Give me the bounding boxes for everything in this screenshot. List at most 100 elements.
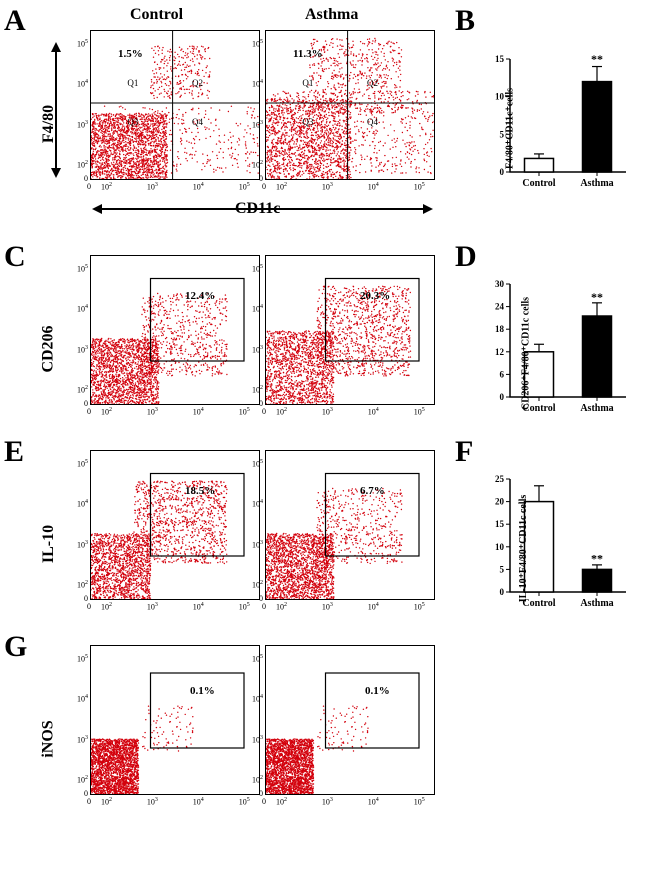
- axis-tick: 105: [245, 39, 263, 49]
- axis-tick: 102: [70, 385, 88, 395]
- axis-tick: 104: [70, 499, 88, 509]
- axis-tick: 102: [101, 182, 112, 192]
- axis-tick: 104: [70, 694, 88, 704]
- panel-label-c: C: [4, 240, 26, 274]
- axis-tick: 104: [70, 79, 88, 89]
- header-asthma: Asthma: [305, 6, 358, 24]
- axis-tick: 0: [87, 182, 91, 191]
- axis-tick: 103: [245, 345, 263, 355]
- bar-ylabel: IL-10⁺F4/80⁺CD11c cells: [518, 494, 529, 602]
- axis-tick: 104: [193, 602, 204, 612]
- axis-tick: 105: [70, 39, 88, 49]
- axis-tick: 105: [239, 797, 250, 807]
- axis-tick: 103: [147, 407, 158, 417]
- scatter-plot: [90, 645, 260, 795]
- axis-tick: 103: [147, 797, 158, 807]
- axis-tick: 103: [322, 797, 333, 807]
- axis-tick: 0: [262, 797, 266, 806]
- gate-percent-label: 0.1%: [190, 685, 215, 697]
- panel-label-b: B: [455, 4, 475, 38]
- gate-percent-label: 11.3%: [293, 48, 323, 60]
- axis-tick: 104: [193, 182, 204, 192]
- scatter-plot: [265, 30, 435, 180]
- quad-label: Q1: [127, 78, 138, 88]
- gate-percent-label: 6.7%: [360, 485, 385, 497]
- axis-tick: 103: [322, 602, 333, 612]
- y-axis-label-inos: iNOS: [40, 720, 58, 757]
- axis-tick: 0: [87, 602, 91, 611]
- axis-tick: 103: [322, 182, 333, 192]
- axis-tick: 0: [255, 174, 263, 183]
- axis-tick: 105: [239, 182, 250, 192]
- axis-tick: 102: [101, 407, 112, 417]
- quad-label: Q1: [302, 78, 313, 88]
- bar-ylabel: CD206⁺F4/80⁺CD11c cells: [521, 296, 532, 409]
- panel-label-e: E: [4, 435, 24, 469]
- axis-tick: 104: [368, 407, 379, 417]
- axis-tick: 105: [414, 797, 425, 807]
- header-control: Control: [130, 6, 183, 24]
- bar-ylabel: F4/80⁺CD11c⁺cells: [505, 87, 516, 168]
- axis-tick: 102: [245, 385, 263, 395]
- axis-tick: 105: [414, 602, 425, 612]
- axis-tick: 0: [87, 407, 91, 416]
- axis-tick: 105: [414, 407, 425, 417]
- scatter-plot: [90, 450, 260, 600]
- axis-tick: 0: [87, 797, 91, 806]
- axis-tick: 105: [239, 407, 250, 417]
- scatter-plot: [265, 255, 435, 405]
- axis-tick: 0: [80, 174, 88, 183]
- axis-tick: 0: [262, 407, 266, 416]
- axis-tick: 105: [70, 459, 88, 469]
- axis-tick: 105: [414, 182, 425, 192]
- scatter-plot: [265, 645, 435, 795]
- axis-tick: 104: [245, 79, 263, 89]
- axis-tick: 105: [70, 264, 88, 274]
- axis-tick: 103: [322, 407, 333, 417]
- y-axis-label-cd206: CD206: [40, 325, 58, 372]
- axis-tick: 103: [245, 120, 263, 130]
- scatter-plot: [90, 255, 260, 405]
- axis-tick: 0: [262, 602, 266, 611]
- gate-percent-label: 12.4%: [185, 290, 215, 302]
- axis-tick: 0: [80, 789, 88, 798]
- axis-tick: 0: [255, 789, 263, 798]
- quad-label: Q3: [127, 117, 138, 127]
- axis-tick: 104: [368, 797, 379, 807]
- axis-tick: 104: [193, 797, 204, 807]
- axis-tick: 104: [245, 694, 263, 704]
- axis-tick: 0: [80, 399, 88, 408]
- panel-label-g: G: [4, 630, 27, 664]
- axis-tick: 0: [255, 399, 263, 408]
- axis-tick: 103: [147, 602, 158, 612]
- axis-tick: 0: [262, 182, 266, 191]
- gate-percent-label: 20.3%: [360, 290, 390, 302]
- y-axis-label-il10: IL-10: [40, 525, 58, 563]
- axis-tick: 102: [245, 160, 263, 170]
- axis-tick: 102: [276, 407, 287, 417]
- axis-tick: 104: [70, 304, 88, 314]
- axis-tick: 102: [70, 160, 88, 170]
- scatter-plot: [90, 30, 260, 180]
- bar-chart: 051015ControlAsthma**: [480, 55, 630, 190]
- axis-tick: 104: [245, 304, 263, 314]
- axis-tick: 103: [147, 182, 158, 192]
- axis-tick: 102: [276, 602, 287, 612]
- axis-tick: 0: [80, 594, 88, 603]
- panel-label-f: F: [455, 435, 473, 469]
- axis-tick: 105: [245, 459, 263, 469]
- panel-label-a: A: [4, 4, 26, 38]
- axis-tick: 105: [70, 654, 88, 664]
- axis-tick: 105: [245, 654, 263, 664]
- axis-tick: 0: [255, 594, 263, 603]
- axis-tick: 102: [245, 580, 263, 590]
- axis-tick: 103: [70, 345, 88, 355]
- bar-chart: 0510152025ControlAsthma**: [480, 475, 630, 610]
- scatter-plot: [265, 450, 435, 600]
- axis-tick: 103: [70, 540, 88, 550]
- axis-tick: 102: [245, 775, 263, 785]
- axis-tick: 102: [101, 602, 112, 612]
- axis-tick: 103: [70, 735, 88, 745]
- arrow-vertical: [55, 50, 57, 170]
- axis-tick: 104: [193, 407, 204, 417]
